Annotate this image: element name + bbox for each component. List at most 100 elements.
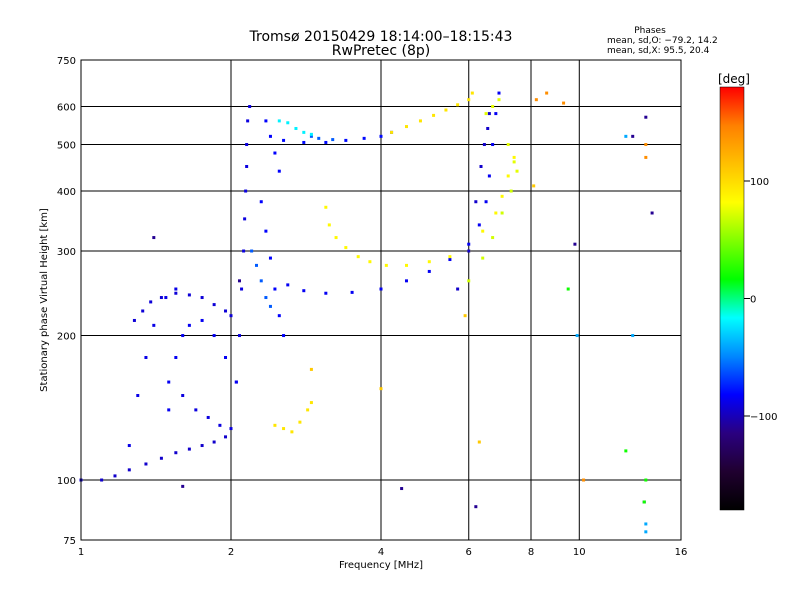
x-tick-label: 8 xyxy=(528,547,534,558)
data-point xyxy=(234,380,238,384)
data-point xyxy=(181,394,185,398)
data-point xyxy=(187,293,191,297)
data-point xyxy=(573,242,577,246)
y-ticks: 75 100 200 300 400 500 600 750 xyxy=(57,56,76,547)
data-point xyxy=(418,119,422,123)
data-point xyxy=(277,314,281,318)
data-point xyxy=(484,112,488,116)
data-point xyxy=(497,91,501,95)
data-point xyxy=(229,314,233,318)
data-point xyxy=(167,408,171,412)
data-point xyxy=(302,130,306,134)
data-point xyxy=(562,101,566,105)
data-point xyxy=(309,367,313,371)
data-point xyxy=(644,115,648,119)
data-point xyxy=(624,449,628,453)
data-point xyxy=(206,415,210,419)
data-point xyxy=(566,287,570,291)
data-point xyxy=(404,263,408,267)
data-point xyxy=(404,125,408,129)
data-point xyxy=(506,143,510,147)
data-point xyxy=(294,126,298,130)
data-point xyxy=(264,229,268,233)
y-tick-label: 75 xyxy=(63,536,76,547)
data-point xyxy=(282,138,286,142)
data-point xyxy=(379,287,383,291)
data-point xyxy=(264,119,268,123)
data-point xyxy=(368,260,372,264)
y-tick-label: 400 xyxy=(57,187,76,198)
data-point xyxy=(229,427,233,431)
data-point xyxy=(432,113,436,117)
data-point xyxy=(487,174,491,178)
colorbar-ticks: 100 0 −100 xyxy=(744,177,777,423)
data-point xyxy=(200,318,204,322)
data-point xyxy=(362,136,366,140)
data-point xyxy=(152,323,156,327)
data-point xyxy=(264,296,268,300)
data-point xyxy=(159,456,163,460)
data-point xyxy=(467,98,471,102)
data-point xyxy=(136,394,140,398)
data-point xyxy=(474,505,478,509)
data-point xyxy=(273,423,277,427)
data-point xyxy=(650,211,654,215)
data-point xyxy=(187,447,191,451)
data-point xyxy=(427,269,431,273)
data-point xyxy=(254,263,258,267)
data-point xyxy=(317,136,321,140)
data-point xyxy=(512,160,516,164)
data-point xyxy=(327,223,331,227)
data-point xyxy=(273,151,277,155)
data-point xyxy=(218,423,222,427)
data-point xyxy=(127,444,131,448)
data-point xyxy=(224,435,228,439)
data-point xyxy=(159,296,163,300)
data-point xyxy=(532,184,536,188)
data-point xyxy=(144,356,148,359)
x-tick-label: 6 xyxy=(466,547,472,558)
data-point xyxy=(181,334,185,338)
data-point xyxy=(243,217,247,221)
colorbar-tick-label: 100 xyxy=(750,177,769,188)
data-point xyxy=(181,484,185,488)
data-point xyxy=(286,121,290,125)
data-point xyxy=(631,134,635,138)
y-tick-label: 200 xyxy=(57,332,76,343)
data-point xyxy=(309,132,313,136)
data-point xyxy=(463,314,467,318)
x-tick-label: 10 xyxy=(573,547,586,558)
x-tick-label: 2 xyxy=(228,547,234,558)
data-point xyxy=(282,427,286,431)
data-point xyxy=(244,189,248,193)
data-point xyxy=(212,334,216,338)
data-point xyxy=(494,112,498,116)
phase-stats-heading: Phases xyxy=(634,26,666,36)
data-point xyxy=(481,256,485,260)
data-point xyxy=(268,134,272,138)
data-point xyxy=(212,440,216,444)
data-point xyxy=(324,291,328,295)
data-point xyxy=(187,323,191,327)
data-point xyxy=(500,194,504,198)
data-point xyxy=(448,255,452,259)
data-point xyxy=(356,255,360,259)
data-point xyxy=(350,290,354,294)
data-point xyxy=(200,296,204,300)
data-point xyxy=(644,522,648,526)
colorbar-tick-label: 0 xyxy=(750,295,756,306)
data-point xyxy=(456,103,460,107)
data-point xyxy=(245,164,249,168)
data-point xyxy=(582,478,586,482)
data-point xyxy=(491,236,495,240)
data-point xyxy=(245,143,249,147)
data-point xyxy=(309,134,313,138)
data-point xyxy=(302,140,306,144)
data-point xyxy=(506,174,510,178)
data-point xyxy=(644,530,648,534)
data-point xyxy=(491,105,495,109)
data-point xyxy=(644,478,648,482)
colorbar xyxy=(719,86,745,511)
data-point xyxy=(456,287,460,291)
